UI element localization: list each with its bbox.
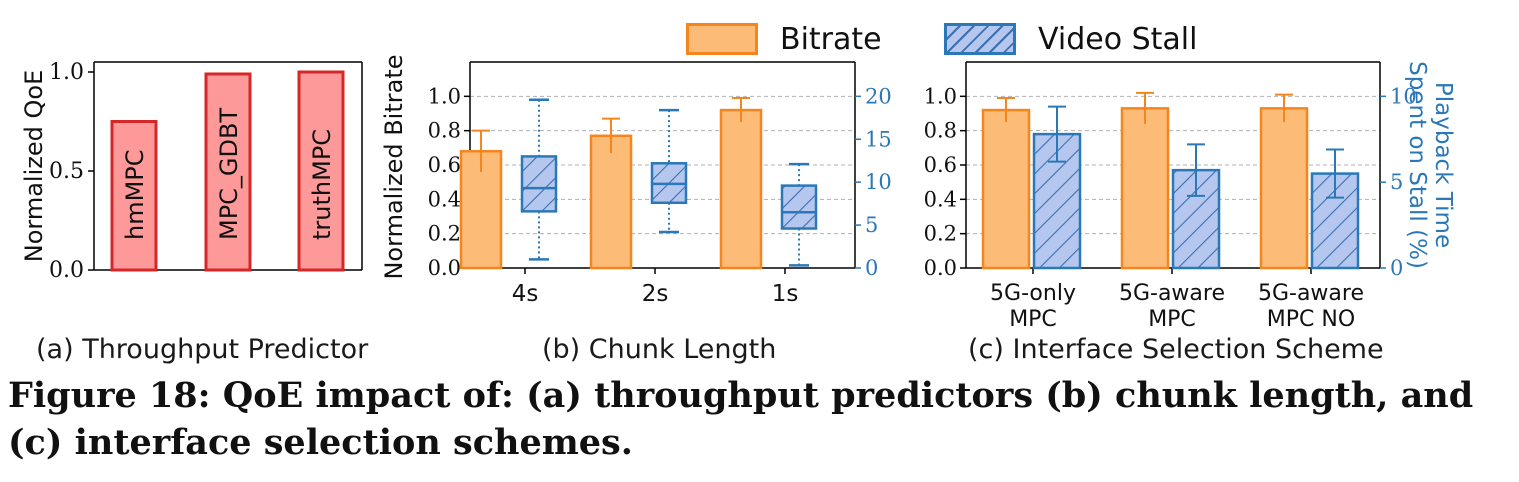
y-axis-label: Normalized QoE <box>20 70 48 262</box>
x-tick-label-line1: 5G-aware <box>1119 281 1225 306</box>
y-tick-label: 0.0 <box>49 258 84 283</box>
y2-tick-label: 10 <box>865 170 892 194</box>
y-tick-label: 0.4 <box>924 187 957 211</box>
panel-b-caption: (b) Chunk Length <box>542 334 777 365</box>
y-tick-label: 1.0 <box>428 84 461 108</box>
bitrate-bar <box>1259 107 1309 270</box>
bitrate-bar-1s <box>719 108 763 270</box>
stall-box-4s <box>520 155 558 213</box>
qoe-bar-mpc_gdbt <box>204 72 252 272</box>
x-tick-label: 2s <box>642 281 669 307</box>
y2-axis-label-line2: Spent on Stall (%) <box>1404 61 1430 269</box>
x-tick-label-line2: MPC NO <box>1267 307 1355 332</box>
y-tick-label: 0.2 <box>428 222 461 246</box>
qoe-bar-label: MPC_GDBT <box>215 108 243 240</box>
bitrate-bar <box>1120 107 1170 270</box>
y2-tick-label: 20 <box>865 84 892 108</box>
figure-caption: Figure 18: QoE impact of: (a) throughput… <box>8 375 1474 463</box>
y-tick-label: 0.6 <box>428 153 461 177</box>
x-tick-label-line1: 5G-aware <box>1258 281 1364 306</box>
y-tick-label: 0.5 <box>49 159 84 184</box>
y2-tick-label: 5 <box>1390 170 1403 194</box>
legend-stall-swatch <box>944 23 1016 55</box>
x-tick-label-line2: MPC <box>1009 307 1057 332</box>
bitrate-bar-2s <box>589 134 633 270</box>
y2-axis-label-line1: Playback Time <box>1430 82 1456 248</box>
panel-c-chart: 0.0 0.2 0.4 0.6 0.8 1.0 0 5 10 Playback TimeSpent… <box>924 61 1456 332</box>
legend-stall-label: Video Stall <box>1038 21 1198 57</box>
panel-c-caption: (c) Interface Selection Scheme <box>968 334 1384 365</box>
legend-bitrate: Bitrate <box>686 14 882 64</box>
panel-a-caption: (a) Throughput Predictor <box>36 334 369 365</box>
y-tick-label: 0.8 <box>428 119 461 143</box>
y-axis-label: Normalized Bitrate <box>380 54 408 279</box>
y2-tick-label: 0 <box>1390 256 1403 280</box>
x-tick-label: 1s <box>772 281 799 307</box>
legend-stall: Video Stall <box>944 14 1197 64</box>
qoe-bar-label: hmMPC <box>121 149 149 240</box>
x-tick-label: 4s <box>512 281 539 307</box>
qoe-bar-truthmpc <box>297 70 345 272</box>
y-tick-label: 0.8 <box>924 119 957 143</box>
x-tick-label-line1: 5G-only <box>990 281 1076 306</box>
y2-tick-label: 15 <box>865 127 892 151</box>
stall-box-1s <box>780 184 818 230</box>
y2-tick-label: 0 <box>865 256 878 280</box>
x-tick-label-line2: MPC <box>1148 307 1196 332</box>
y-tick-label: 0.0 <box>924 256 957 280</box>
y2-tick-label: 5 <box>865 213 878 237</box>
y-tick-label: 0.2 <box>924 222 957 246</box>
bitrate-bar <box>981 108 1031 270</box>
legend-bitrate-label: Bitrate <box>780 21 882 57</box>
panel-b-chart: 0.0 0.2 0.4 0.6 0.8 1.0 0 5 10 15 20 Normalized Bit… <box>380 54 892 307</box>
qoe-bar-label: truthMPC <box>308 129 336 240</box>
legend-bitrate-swatch <box>686 23 758 55</box>
y-tick-label: 0.6 <box>924 153 957 177</box>
y-tick-label: 1.0 <box>924 84 957 108</box>
y2-tick-label: 10 <box>1390 84 1417 108</box>
qoe-bar-hmmpc <box>110 120 158 272</box>
y-tick-label: 1.0 <box>49 60 84 85</box>
y-tick-label: 0.0 <box>428 256 461 280</box>
y-tick-label: 0.4 <box>428 187 461 211</box>
